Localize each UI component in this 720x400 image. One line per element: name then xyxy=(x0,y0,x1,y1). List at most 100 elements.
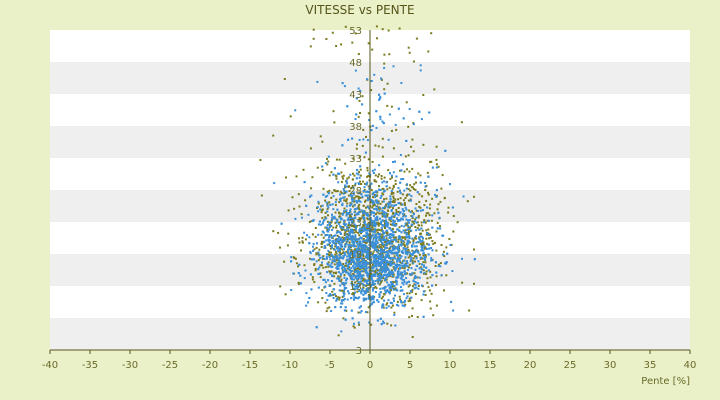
data-point xyxy=(366,289,369,292)
data-point xyxy=(377,259,379,262)
data-point xyxy=(371,246,374,249)
data-point xyxy=(407,228,409,231)
data-point xyxy=(397,238,400,241)
data-point xyxy=(389,288,392,291)
data-point xyxy=(363,156,366,159)
data-point xyxy=(330,265,333,268)
data-point xyxy=(385,261,388,264)
data-point xyxy=(332,235,335,237)
data-point xyxy=(392,171,395,174)
data-point xyxy=(372,191,375,194)
data-point xyxy=(382,213,385,216)
data-point xyxy=(304,238,307,241)
data-point xyxy=(383,88,386,91)
data-point xyxy=(328,255,331,258)
data-point xyxy=(347,176,350,179)
data-point xyxy=(415,250,418,253)
data-point xyxy=(334,211,337,214)
data-point xyxy=(403,204,406,206)
data-point xyxy=(329,272,332,275)
data-point xyxy=(377,279,380,282)
data-point xyxy=(434,265,437,267)
data-point xyxy=(421,268,424,271)
data-point xyxy=(301,216,303,219)
data-point xyxy=(355,249,358,252)
data-point xyxy=(335,295,337,298)
data-point xyxy=(392,231,395,233)
data-point xyxy=(357,311,360,314)
data-point xyxy=(380,323,383,326)
x-tick-label: 10 xyxy=(444,360,457,371)
data-point xyxy=(338,240,340,243)
data-point xyxy=(439,265,442,268)
data-point xyxy=(418,262,421,265)
data-point xyxy=(402,251,404,254)
data-point xyxy=(369,299,372,302)
data-point xyxy=(429,233,431,236)
data-point xyxy=(418,228,421,231)
data-point xyxy=(403,259,406,262)
data-point xyxy=(408,280,411,283)
data-point xyxy=(390,209,393,212)
data-point xyxy=(411,307,414,310)
data-point xyxy=(362,204,365,207)
data-point xyxy=(350,221,353,224)
data-point xyxy=(435,271,438,274)
data-point xyxy=(358,218,361,221)
data-point xyxy=(349,208,352,211)
data-point xyxy=(364,246,367,248)
data-point xyxy=(391,240,394,243)
data-point xyxy=(382,193,385,196)
data-point xyxy=(343,283,346,285)
data-point xyxy=(423,247,426,250)
data-point xyxy=(389,275,392,278)
data-point xyxy=(370,129,373,132)
data-point xyxy=(385,234,388,237)
data-point xyxy=(399,219,402,222)
data-point xyxy=(404,248,407,250)
data-point xyxy=(381,238,384,241)
data-point xyxy=(416,227,419,230)
data-point xyxy=(433,88,436,91)
data-point xyxy=(391,222,394,225)
data-point xyxy=(394,257,397,260)
data-point xyxy=(370,260,373,263)
data-point xyxy=(374,223,377,226)
data-point xyxy=(353,260,356,263)
data-point xyxy=(374,291,377,293)
data-point xyxy=(272,230,275,233)
data-point xyxy=(447,211,450,214)
data-point xyxy=(403,280,406,283)
data-point xyxy=(390,306,393,309)
data-point xyxy=(347,245,350,248)
x-tick-label: 35 xyxy=(644,360,657,371)
data-point xyxy=(403,244,406,246)
data-point xyxy=(399,192,402,195)
data-point xyxy=(411,245,413,248)
data-point xyxy=(375,240,377,243)
data-point xyxy=(381,229,384,232)
data-point xyxy=(341,175,344,178)
data-point xyxy=(362,293,365,296)
data-point xyxy=(366,282,368,285)
data-point xyxy=(364,239,367,242)
data-point xyxy=(396,260,399,263)
data-point xyxy=(388,216,391,219)
data-point xyxy=(404,299,406,302)
data-point xyxy=(371,228,373,231)
data-point xyxy=(336,247,338,250)
data-point xyxy=(339,247,342,250)
data-point xyxy=(361,195,364,198)
data-point xyxy=(390,261,393,264)
data-point xyxy=(358,290,361,292)
data-point xyxy=(365,268,368,271)
data-point xyxy=(357,321,360,324)
data-point xyxy=(392,195,395,198)
data-point xyxy=(348,221,350,224)
data-point xyxy=(399,300,402,303)
data-point xyxy=(386,213,389,216)
data-point xyxy=(293,207,296,210)
data-point xyxy=(405,228,408,231)
data-point xyxy=(367,221,370,224)
data-point xyxy=(329,271,332,274)
